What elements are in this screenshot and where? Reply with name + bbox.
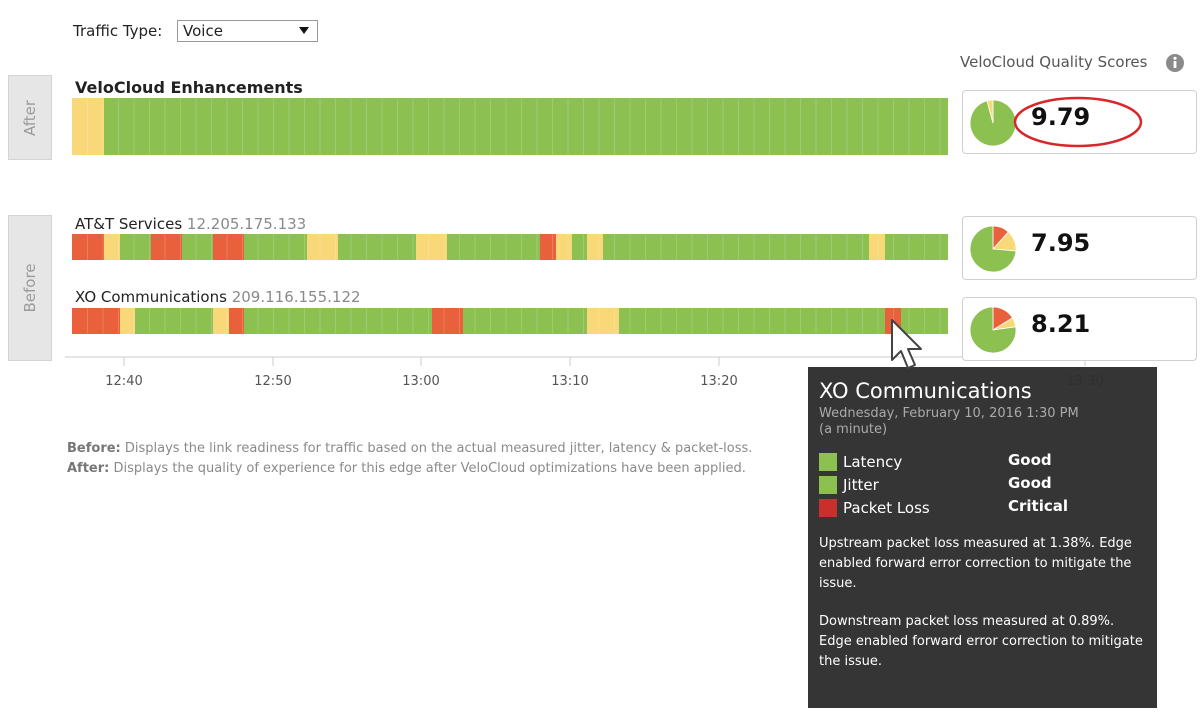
note: Before: Displays the link readiness for … (67, 441, 752, 456)
note-term: After: (67, 461, 110, 476)
score-value: 8.21 (1031, 310, 1091, 338)
tick-label: 13:00 (402, 374, 440, 389)
metric-status: Good (1008, 474, 1052, 492)
link-ip: 209.116.155.122 (231, 288, 361, 306)
status-segment (540, 234, 556, 260)
metric-swatch (819, 453, 837, 471)
status-segment (72, 308, 120, 334)
status-segment (72, 234, 104, 260)
score-value: 9.79 (1031, 103, 1091, 131)
score-pie (969, 99, 1017, 147)
note-text: Displays the link readiness for traffic … (124, 441, 753, 456)
status-segment (463, 308, 587, 334)
status-segment (869, 234, 885, 260)
highlight-ellipse (1013, 96, 1143, 148)
metric-name: Jitter (843, 476, 879, 494)
status-segment (603, 234, 869, 260)
status-segment (432, 308, 463, 334)
timeline (65, 98, 1110, 366)
score-box: 8.21 (962, 297, 1197, 361)
link-name: VeloCloud Enhancements (75, 78, 303, 97)
metric-row: Packet Loss Critical (819, 497, 1146, 520)
info-icon[interactable] (1165, 53, 1185, 73)
status-segment (587, 308, 619, 334)
note: After: Displays the quality of experienc… (67, 461, 746, 476)
status-segment (229, 308, 244, 334)
tick-label: 13:20 (700, 374, 738, 389)
score-box: 9.79 (962, 90, 1197, 154)
tooltip-duration: (a minute) (819, 422, 888, 437)
score-value: 7.95 (1031, 229, 1091, 257)
select-arrow (299, 27, 309, 34)
tooltip-message: Downstream packet loss measured at 0.89%… (819, 614, 1143, 669)
traffic-type-label: Traffic Type: (73, 22, 163, 40)
status-segment (338, 234, 416, 260)
status-segment (901, 308, 948, 334)
tick-label: 12:40 (105, 374, 143, 389)
after-tab[interactable]: After (8, 75, 52, 160)
status-segment (120, 234, 151, 260)
status-segment (416, 234, 447, 260)
tooltip: XO Communications Wednesday, February 10… (808, 367, 1157, 708)
status-segment (619, 308, 885, 334)
pie-slice (969, 225, 1017, 273)
link-name: AT&T Services (75, 215, 183, 233)
metric-row: Latency Good (819, 451, 1146, 474)
status-segment (104, 98, 948, 155)
tooltip-message: Upstream packet loss measured at 1.38%. … (819, 536, 1132, 591)
status-segment (556, 234, 572, 260)
mouse-cursor (891, 319, 922, 369)
pie-slice (986, 99, 994, 124)
tick-label: 12:50 (254, 374, 292, 389)
status-segment (120, 308, 135, 334)
status-segment (307, 234, 338, 260)
link-label: XO Communications 209.116.155.122 (75, 288, 361, 306)
status-segment (244, 234, 307, 260)
status-segment (213, 308, 229, 334)
before-tab[interactable]: Before (8, 215, 52, 361)
link-name: XO Communications (75, 288, 227, 306)
score-box: 7.95 (962, 216, 1197, 280)
scores-header: VeloCloud Quality Scores (960, 53, 1148, 71)
status-segment (885, 234, 948, 260)
note-term: Before: (67, 441, 121, 456)
status-segment (151, 234, 182, 260)
metric-name: Latency (843, 453, 903, 471)
note-text: Displays the quality of experience for t… (113, 461, 746, 476)
tooltip-timestamp: Wednesday, February 10, 2016 1:30 PM (819, 406, 1079, 421)
status-segment (587, 234, 603, 260)
metric-row: Jitter Good (819, 474, 1146, 497)
status-segment (135, 308, 213, 334)
score-pie (969, 306, 1017, 354)
select-value: Voice (183, 22, 223, 40)
link-ip: 12.205.175.133 (186, 215, 307, 233)
status-segment (244, 308, 432, 334)
traffic-type-select[interactable]: Voice (177, 20, 318, 42)
status-segment (104, 234, 120, 260)
status-segment (72, 98, 104, 155)
tick-label: 13:10 (551, 374, 589, 389)
status-segment (572, 234, 587, 260)
metric-swatch (819, 476, 837, 494)
status-segment (447, 234, 540, 260)
tooltip-metrics: Latency Good Jitter Good Packet Loss Critic… (819, 451, 1146, 520)
metric-status: Good (1008, 451, 1052, 469)
link-label: AT&T Services 12.205.175.133 (75, 215, 306, 233)
metric-swatch (819, 499, 837, 517)
metric-status: Critical (1008, 497, 1069, 515)
metric-name: Packet Loss (843, 499, 930, 517)
status-segment (213, 234, 244, 260)
pie-slice (969, 306, 1017, 354)
status-segment (182, 234, 213, 260)
score-pie (969, 225, 1017, 273)
tooltip-title: XO Communications (819, 379, 1032, 403)
